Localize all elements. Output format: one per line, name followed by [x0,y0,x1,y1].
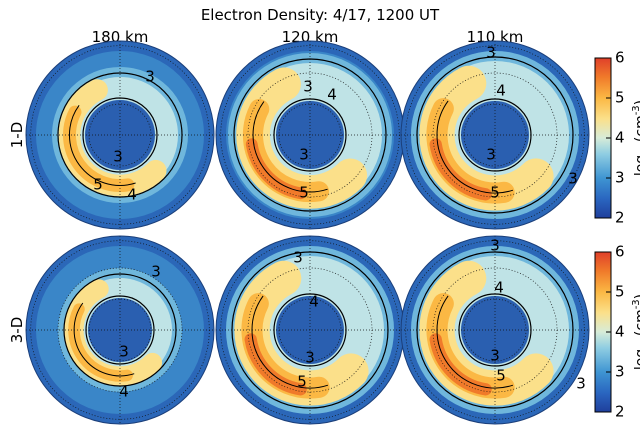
contour-label: 3 [490,237,500,255]
contour-label: 3 [299,146,309,164]
contour-label: 3 [576,375,586,393]
contour-label: 3 [303,78,313,96]
disk-border [25,235,215,425]
contour-label: 5 [93,176,103,194]
density-peak [429,333,492,396]
contour-label: 4 [119,383,129,401]
colorbar-tick-label: 5 [615,283,625,301]
latitude-circle [278,103,342,167]
contour-line [251,295,329,389]
disk-border [25,40,215,230]
contour-label: 4 [496,82,506,100]
disk-border [400,40,590,230]
contour-line [458,293,532,367]
colorbar-bottom: 2 3 4 5 6 log10(cm-3) [594,243,640,421]
panel-3d-110km: 3 4 3 5 3 [400,235,590,425]
contour-line [273,293,347,367]
contour-label: 3 [486,44,496,62]
row-label-3d: 3-D [8,317,26,344]
colorbar-top: 2 3 4 5 6 log10(cm-3) [594,49,640,227]
contour-label: 3 [119,343,129,361]
contour-label: 3 [486,146,496,164]
panel-1d-180km: 3 3 4 5 [25,40,215,230]
column-label-120km: 120 km [282,28,339,46]
colorbar-label: log10(cm-3) [631,100,640,176]
column-label-110km: 110 km [467,28,524,46]
polar-cap [461,296,529,364]
contour-label: 5 [490,184,500,202]
row-label-1d: 1-D [8,122,26,149]
panel-1d-120km: 3 435 [215,40,405,230]
disk-border [400,235,590,425]
colorbar-tick-label: 4 [615,129,625,147]
contour-line [252,101,328,193]
polar-cap [88,298,152,362]
polar-cap [85,100,155,170]
contour-line [436,295,514,389]
colorbar-tick-label: 2 [615,209,625,227]
panel-3d-120km: 3 4 3 5 [215,235,405,425]
column-label-180km: 180 km [92,28,149,46]
contour-label: 3 [490,347,500,365]
colorbar-tick-label: 6 [615,243,625,261]
contour-label: 5 [496,367,506,385]
contour-line [73,302,135,377]
polar-cap [276,296,344,364]
contour-label: 5 [297,373,307,391]
contour-label: 4 [309,293,319,311]
contour-label: 3 [151,263,161,281]
contour-label: 5 [299,184,309,202]
contour-label: 3 [568,170,578,188]
contour-label: 4 [327,86,337,104]
density-peak [245,138,307,200]
colorbar-tick-label: 5 [615,89,625,107]
latitude-circle [278,298,342,362]
colorbar-tick-label: 4 [615,323,625,341]
contour-line [436,100,514,194]
density-peak [244,333,307,396]
contour-label: 3 [145,68,155,86]
contour-label: 3 [113,148,123,166]
density-peak [429,138,492,201]
polar-cap [276,101,344,169]
panel-3d-180km: 3 3 4 [25,235,215,425]
contour-line [458,98,532,172]
colorbar-label: log10(cm-3) [631,294,640,370]
colorbar-tick-label: 3 [615,169,625,187]
colorbar-tick-label: 3 [615,363,625,381]
contour-label: 4 [127,186,137,204]
colorbar-tick-label: 6 [615,49,625,67]
contour-label: 4 [494,279,504,297]
contour-line [273,98,347,172]
polar-cap [461,101,529,169]
contour-line [69,105,136,186]
figure-title: Electron Density: 4/17, 1200 UT [201,6,440,24]
contour-label: 3 [305,349,315,367]
contour-label: 3 [293,249,303,267]
colorbar-tick-label: 2 [615,403,625,421]
panel-1d-110km: 3 4 3 5 3 [400,40,590,230]
